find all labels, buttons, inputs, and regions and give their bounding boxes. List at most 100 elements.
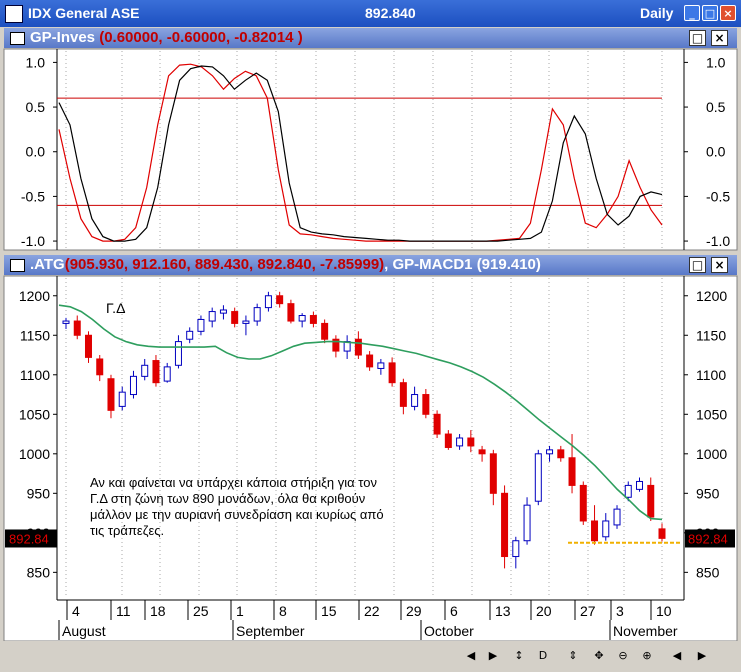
last-price-tag-left-text: 892.84	[9, 531, 49, 546]
x-day-label: 27	[580, 603, 596, 619]
candle-body	[377, 362, 385, 369]
window-title-bar: IDX General ASE 892.840 Daily _ □ ×	[0, 0, 741, 27]
x-day-label: 20	[536, 603, 552, 619]
candle-body	[512, 540, 520, 558]
comment-line: τις τράπεζες.	[90, 523, 164, 538]
candle-body	[456, 437, 464, 447]
candle-body	[557, 449, 565, 459]
price-ytick-right: 850	[696, 564, 720, 580]
candle-body	[647, 484, 655, 518]
candle-body	[546, 449, 554, 455]
price-ytick-right: 1100	[696, 367, 726, 383]
ma-series-line	[58, 304, 663, 521]
toolbar-button-3[interactable]: D	[538, 649, 548, 662]
pane-icon	[10, 32, 25, 45]
toolbar-button-9[interactable]: ▶	[697, 649, 707, 662]
candle-body	[579, 484, 587, 522]
candle-body	[219, 309, 227, 314]
toolbar-button-2[interactable]: ↕	[514, 649, 524, 662]
candle-body	[321, 322, 329, 340]
candle-body	[444, 433, 452, 448]
candle-body	[568, 457, 576, 486]
candle-body	[591, 520, 599, 542]
indicator-maximize-button[interactable]: □	[689, 30, 706, 46]
candle-body	[129, 375, 137, 396]
x-day-label: 1	[236, 603, 244, 619]
x-day-label: 22	[364, 603, 380, 619]
x-month-label: September	[236, 623, 305, 639]
price-ytick-left: 1000	[19, 446, 50, 462]
x-day-label: 18	[150, 603, 166, 619]
overlay-value: (919.410)	[476, 256, 541, 273]
indicator-close-button[interactable]: ×	[711, 30, 728, 46]
indicator-ytick-right: 0.0	[706, 144, 726, 160]
x-day-label: 29	[406, 603, 422, 619]
price-close-button[interactable]: ×	[711, 257, 728, 273]
period-label: Daily	[640, 5, 674, 21]
candle-body	[208, 311, 216, 322]
price-maximize-button[interactable]: □	[689, 257, 706, 273]
candle-body	[186, 330, 194, 340]
comment-line: Γ.Δ στη ζώνη των 890 μονάδων, όλα θα κρι…	[90, 491, 365, 506]
toolbar-button-1[interactable]: ▶	[488, 649, 498, 662]
price-ytick-right: 1050	[696, 406, 727, 422]
x-day-label: 8	[279, 603, 287, 619]
candle-body	[624, 484, 632, 498]
price-pane-bg	[3, 275, 738, 642]
indicator-ytick-left: 1.0	[26, 54, 46, 70]
toolbar-button-4[interactable]: ⇕	[568, 649, 578, 662]
price-ytick-left: 1050	[19, 406, 50, 422]
last-price-tag-left	[5, 529, 57, 548]
indicator-series-fast	[58, 63, 663, 242]
close-button[interactable]: ×	[720, 5, 736, 21]
app-icon	[5, 5, 23, 23]
indicator-ytick-right: -0.5	[706, 188, 730, 204]
maximize-button[interactable]: □	[702, 5, 718, 21]
price-ytick-left: 950	[27, 485, 51, 501]
candle-body	[253, 307, 261, 322]
candle-body	[96, 358, 104, 376]
x-day-label: 11	[116, 603, 131, 619]
candle-body	[107, 378, 115, 411]
candle-body	[399, 382, 407, 407]
symbol-label: Γ.Δ	[106, 300, 125, 316]
candle-body	[287, 303, 295, 322]
candle-body	[388, 362, 396, 384]
toolbar-button-0[interactable]: ◀	[466, 649, 476, 662]
candle-body	[467, 437, 475, 447]
candle-body	[422, 394, 430, 415]
minimize-button[interactable]: _	[684, 5, 700, 21]
candle-body	[264, 295, 272, 309]
x-day-label: 25	[193, 603, 209, 619]
candle-body	[366, 354, 374, 368]
indicator-ytick-left: 0.5	[26, 99, 46, 115]
candle-body	[298, 315, 306, 322]
candle-body	[354, 338, 362, 356]
candle-body	[163, 366, 171, 382]
candle-body	[152, 360, 160, 384]
x-month-label: October	[424, 623, 474, 639]
x-day-label: 3	[616, 603, 624, 619]
candle-body	[84, 334, 92, 358]
candle-body	[174, 341, 182, 366]
toolbar-button-8[interactable]: ◀	[672, 649, 682, 662]
toolbar-button-7[interactable]: ⊕	[642, 649, 652, 662]
indicator-ytick-left: -1.0	[21, 233, 45, 249]
price-ytick-right: 1000	[696, 446, 727, 462]
candle-body	[242, 320, 250, 324]
toolbar-button-6[interactable]: ⊖	[618, 649, 628, 662]
x-day-label: 4	[72, 603, 80, 619]
x-month-label: August	[62, 623, 106, 639]
last-price-tag-right-text: 892.84	[688, 531, 728, 546]
x-day-label: 13	[495, 603, 511, 619]
candle-body	[118, 391, 126, 407]
price-ytick-left: 1100	[20, 367, 50, 383]
candle-body	[658, 528, 666, 539]
comment-line: Αν και φαίνεται να υπάρχει κάποια στήριξ…	[90, 475, 377, 490]
indicator-ytick-left: 0.0	[26, 144, 46, 160]
candle-body	[73, 320, 81, 336]
x-day-label: 6	[450, 603, 458, 619]
indicator-series-slow	[58, 65, 663, 242]
toolbar-button-5[interactable]: ✥	[594, 649, 604, 662]
